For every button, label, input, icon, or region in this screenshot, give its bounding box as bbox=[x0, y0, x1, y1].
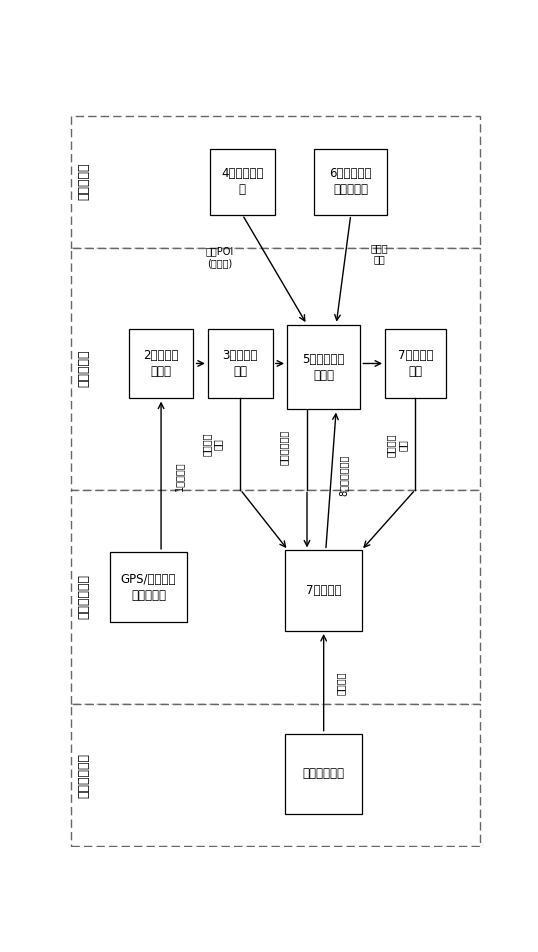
Text: 2轨迹数据
预处理: 2轨迹数据 预处理 bbox=[143, 349, 179, 378]
Text: GPS/北斗定位
小程序定位: GPS/北斗定位 小程序定位 bbox=[121, 572, 176, 602]
Text: 电子地图接口: 电子地图接口 bbox=[77, 753, 90, 798]
Bar bbox=[385, 328, 445, 398]
Bar bbox=[287, 325, 360, 409]
Text: 路网数据
查询: 路网数据 查询 bbox=[202, 432, 223, 456]
Text: 电子地图接口: 电子地图接口 bbox=[303, 767, 345, 781]
Text: 规划线路查询: 规划线路查询 bbox=[279, 430, 289, 466]
Bar bbox=[110, 552, 187, 622]
Text: 巡检云平台: 巡检云平台 bbox=[77, 349, 90, 387]
Bar bbox=[129, 328, 193, 398]
Text: 3路网数据
生成: 3路网数据 生成 bbox=[223, 349, 258, 378]
Text: 行业POI
(兴趣点): 行业POI (兴趣点) bbox=[206, 247, 233, 268]
Bar bbox=[72, 248, 480, 489]
Bar bbox=[285, 550, 362, 631]
Text: 6路径规划数
据修订审核: 6路径规划数 据修订审核 bbox=[330, 168, 372, 196]
Text: 供图服务: 供图服务 bbox=[335, 671, 345, 695]
Bar bbox=[72, 704, 480, 845]
Bar bbox=[285, 734, 362, 814]
Text: 4行业设施标
注: 4行业设施标 注 bbox=[221, 168, 264, 196]
Text: 8路径故障申报: 8路径故障申报 bbox=[338, 454, 348, 496]
Bar bbox=[208, 328, 273, 398]
Text: 巡检管理台: 巡检管理台 bbox=[77, 163, 90, 201]
Text: 7导航显示: 7导航显示 bbox=[306, 585, 342, 597]
Text: 巡检移动终端: 巡检移动终端 bbox=[77, 574, 90, 620]
Text: 1轨迹上报: 1轨迹上报 bbox=[174, 462, 184, 491]
Text: 已审核
路径: 已审核 路径 bbox=[370, 243, 388, 265]
Bar bbox=[72, 489, 480, 704]
Text: 5路径规划数
据生成: 5路径规划数 据生成 bbox=[302, 352, 345, 382]
Bar bbox=[314, 149, 387, 214]
Text: 7导航路线
计算: 7导航路线 计算 bbox=[398, 349, 433, 378]
Bar bbox=[210, 149, 275, 214]
Text: 导航路线
查询: 导航路线 查询 bbox=[386, 434, 407, 457]
Bar bbox=[72, 116, 480, 248]
